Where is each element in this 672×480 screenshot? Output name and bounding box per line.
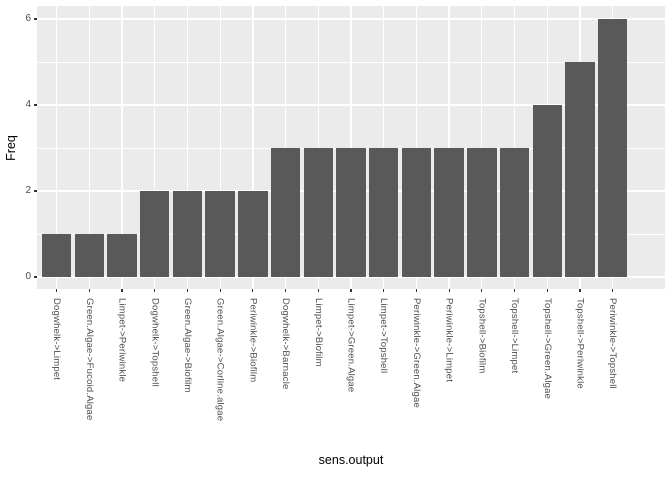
- x-tick-mark: [88, 289, 90, 292]
- vertical-gridline: [186, 6, 189, 289]
- x-tick-mark: [350, 289, 352, 292]
- vertical-gridline: [481, 6, 483, 289]
- x-tick-label: Limpet->Periwinkle: [116, 298, 128, 383]
- x-tick-mark: [448, 289, 450, 292]
- x-axis-title: sens.output: [318, 453, 384, 467]
- bar: [565, 62, 595, 277]
- y-tick-label: 6: [25, 13, 31, 24]
- vertical-gridline: [88, 6, 90, 289]
- x-tick-mark: [383, 289, 385, 292]
- x-tick-label: Periwinkle->Green.Algae: [410, 298, 422, 408]
- x-tick-label: Topshell->Biofilm: [476, 298, 488, 374]
- x-tick-mark: [317, 289, 319, 292]
- x-tick-label: Dogwhelk->Limpet: [51, 298, 63, 381]
- bar: [41, 234, 72, 277]
- bar: [597, 19, 628, 277]
- x-tick-mark: [481, 289, 483, 292]
- vertical-gridline: [513, 6, 516, 289]
- bar: [270, 148, 301, 277]
- vertical-gridline: [284, 6, 287, 289]
- x-tick-label: Periwinkle->Topshell: [607, 298, 619, 389]
- vertical-gridline: [121, 6, 123, 289]
- bar: [401, 148, 432, 277]
- bar: [532, 105, 562, 277]
- x-tick-label: Limpet->Biofilm: [312, 298, 324, 367]
- x-tick-mark: [154, 289, 156, 292]
- bar: [74, 234, 105, 277]
- vertical-gridline: [350, 6, 352, 289]
- x-tick-mark: [219, 289, 221, 292]
- bar: [434, 148, 464, 277]
- bar: [172, 191, 203, 277]
- x-tick-label: Dogwhelk->Barnacle: [280, 298, 292, 390]
- y-tick-mark: [34, 276, 37, 278]
- x-tick-mark: [579, 289, 581, 292]
- x-tick-label: Topshell->Limpet: [509, 298, 521, 374]
- vertical-gridline: [252, 6, 254, 289]
- x-tick-mark: [284, 289, 287, 292]
- x-tick-label: Dogwhelk->Topshell: [149, 298, 161, 387]
- x-tick-label: Green.Algae->Fucoid.Algae: [83, 298, 95, 421]
- y-tick-label: 0: [25, 271, 31, 282]
- bar: [107, 234, 137, 277]
- y-tick-mark: [34, 104, 37, 106]
- x-tick-label: Periwinkle->Limpet: [443, 298, 455, 383]
- x-tick-label: Green.Algae->Corline.algae: [214, 298, 226, 422]
- bar: [140, 191, 170, 277]
- vertical-gridline: [383, 6, 385, 289]
- x-tick-mark: [56, 289, 58, 292]
- vertical-gridline: [448, 6, 450, 289]
- x-tick-mark: [546, 289, 548, 292]
- bar: [303, 148, 333, 277]
- bar: [336, 148, 366, 277]
- y-axis-title: Freq: [4, 135, 18, 161]
- x-tick-mark: [415, 289, 417, 292]
- x-tick-label: Periwinkle->Biofilm: [247, 298, 259, 383]
- bar: [499, 148, 530, 277]
- x-tick-label: Limpet->Topshell: [378, 298, 390, 374]
- y-tick-mark: [34, 18, 37, 20]
- x-tick-label: Green.Algae->Biofilm: [181, 298, 193, 393]
- bar: [238, 191, 268, 277]
- x-tick-mark: [513, 289, 516, 292]
- plot-panel: [37, 6, 665, 289]
- vertical-gridline: [55, 6, 58, 289]
- bar: [205, 191, 235, 277]
- x-tick-label: Topshell->Periwinkle: [574, 298, 586, 389]
- x-tick-label: Topshell->Green.Algae: [541, 298, 553, 400]
- vertical-gridline: [219, 6, 221, 289]
- vertical-gridline: [154, 6, 156, 289]
- vertical-gridline: [317, 6, 319, 289]
- x-tick-mark: [121, 289, 123, 292]
- x-tick-mark: [612, 289, 614, 292]
- vertical-gridline: [415, 6, 418, 289]
- x-tick-mark: [252, 289, 254, 292]
- bar: [368, 148, 399, 277]
- x-tick-mark: [186, 289, 189, 292]
- x-tick-label: Limpet->Green.Algae: [345, 298, 357, 393]
- bar: [467, 148, 497, 277]
- y-tick-mark: [34, 190, 37, 192]
- y-tick-label: 4: [25, 99, 31, 110]
- y-tick-label: 2: [25, 185, 31, 196]
